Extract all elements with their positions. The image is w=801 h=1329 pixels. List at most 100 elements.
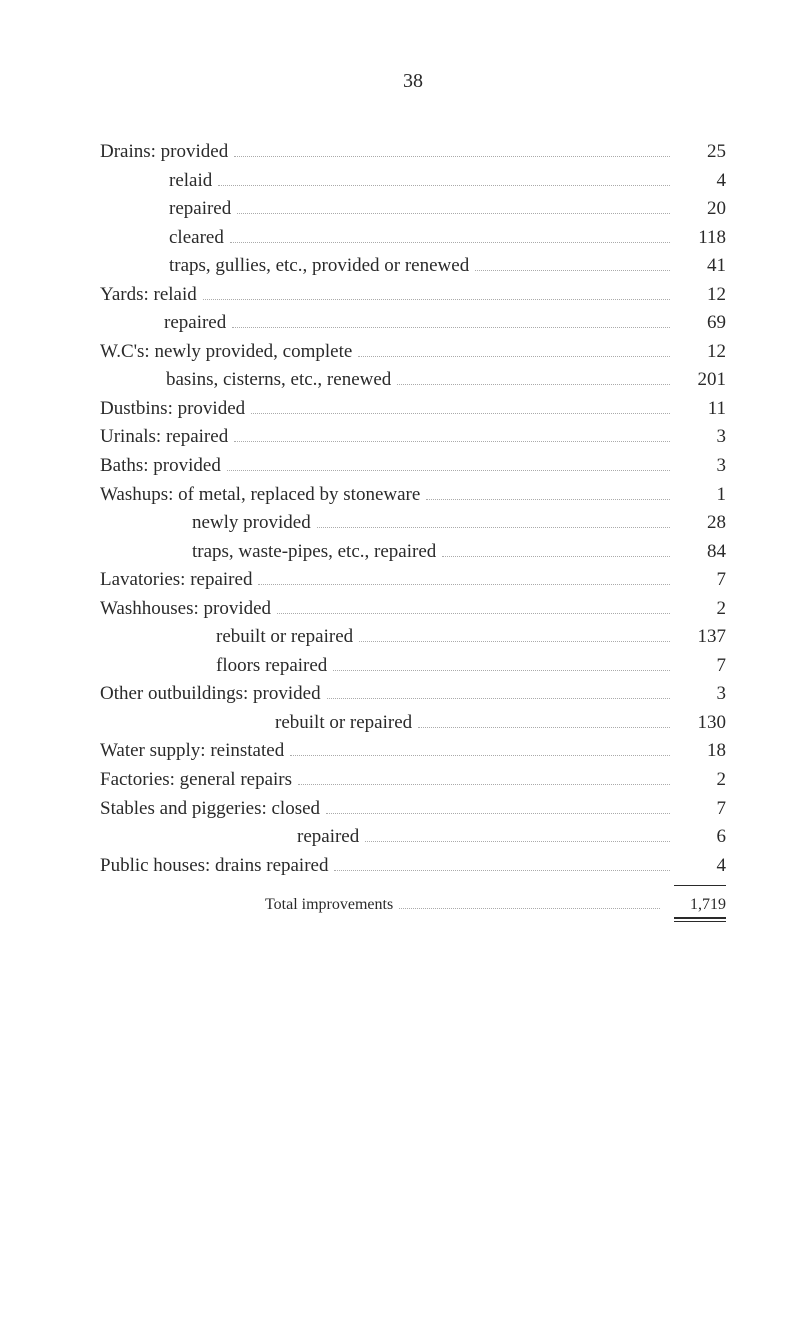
entry-row: Dustbins: provided 11 [100,395,726,423]
entry-row: repaired 6 [100,823,726,851]
entry-label: Water supply: reinstated [100,737,284,765]
entry-value: 84 [676,538,726,566]
entry-value: 3 [676,423,726,451]
leader-dots [258,583,670,585]
entry-row: Lavatories: repaired 7 [100,566,726,594]
entry-value: 3 [676,680,726,708]
leader-dots [234,155,670,157]
entry-label: traps, gullies, etc., provided or renewe… [100,252,469,280]
entry-label: traps, waste-pipes, etc., repaired [100,538,436,566]
leader-dots [397,383,670,385]
entry-row: repaired69 [100,309,726,337]
entry-value: 11 [676,395,726,423]
entry-value: 12 [676,338,726,366]
leader-dots [290,754,670,756]
page-number: 38 [100,70,726,93]
leader-dots [277,612,670,614]
entry-label: basins, cisterns, etc., renewed [100,366,391,394]
entry-row: Factories: general repairs 2 [100,766,726,794]
entry-label: newly provided [100,509,311,537]
entry-label: Urinals: repaired [100,423,228,451]
entry-value: 2 [676,766,726,794]
leader-dots [358,355,670,357]
entry-label: Lavatories: repaired [100,566,252,594]
entry-row: rebuilt or repaired 130 [100,709,726,737]
entry-row: traps, waste-pipes, etc., repaired 84 [100,538,726,566]
entry-value: 69 [676,309,726,337]
entry-row: relaid4 [100,167,726,195]
entry-value: 6 [676,823,726,851]
leader-dots [218,184,670,186]
entry-row: Drains: provided 25 [100,138,726,166]
leader-dots [326,812,670,814]
leader-dots [203,298,670,300]
entry-row: Other outbuildings: provided 3 [100,680,726,708]
entry-value: 28 [676,509,726,537]
entry-row: basins, cisterns, etc., renewed 201 [100,366,726,394]
entry-value: 7 [676,795,726,823]
leader-dots [230,241,670,243]
leader-dots [317,526,670,528]
entry-label: rebuilt or repaired [100,709,412,737]
leader-dots [399,907,660,909]
entry-row: cleared 118 [100,224,726,252]
leader-dots [298,783,670,785]
leader-dots [251,412,670,414]
entry-value: 41 [676,252,726,280]
entry-label: repaired [100,823,359,851]
entry-row: Urinals: repaired 3 [100,423,726,451]
content-list: Drains: provided 25relaid4repaired20clear… [100,138,726,879]
leader-dots [333,669,670,671]
entry-label: Yards: relaid [100,281,197,309]
entry-row: Water supply: reinstated 18 [100,737,726,765]
entry-row: Stables and piggeries: closed 7 [100,795,726,823]
entry-label: relaid [100,167,212,195]
entry-row: W.C's: newly provided, complete 12 [100,338,726,366]
total-label: Total improvements [100,896,393,914]
leader-dots [359,640,670,642]
entry-value: 201 [676,366,726,394]
leader-dots [227,469,670,471]
entry-value: 118 [676,224,726,252]
entry-label: Washhouses: provided [100,595,271,623]
entry-value: 18 [676,737,726,765]
entry-row: Yards: relaid 12 [100,281,726,309]
entry-row: Public houses: drains repaired4 [100,852,726,880]
leader-dots [418,726,670,728]
entry-row: newly provided 28 [100,509,726,537]
entry-value: 130 [676,709,726,737]
total-rule-below [674,917,726,923]
entry-label: Dustbins: provided [100,395,245,423]
entry-row: repaired20 [100,195,726,223]
entry-label: Drains: provided [100,138,228,166]
entry-value: 137 [676,623,726,651]
leader-dots [365,840,670,842]
entry-label: Baths: provided [100,452,221,480]
entry-label: cleared [100,224,224,252]
entry-label: Other outbuildings: provided [100,680,321,708]
leader-dots [327,697,670,699]
entry-label: rebuilt or repaired [100,623,353,651]
total-rule-above [674,885,726,886]
entry-row: Washhouses: provided2 [100,595,726,623]
total-value: 1,719 [666,896,726,914]
entry-label: Washups: of metal, replaced by stoneware [100,481,420,509]
entry-value: 7 [676,566,726,594]
entry-value: 1 [676,481,726,509]
entry-label: Public houses: drains repaired [100,852,328,880]
entry-row: rebuilt or repaired 137 [100,623,726,651]
entry-label: Factories: general repairs [100,766,292,794]
entry-row: Baths: provided 3 [100,452,726,480]
total-row: Total improvements 1,719 [100,896,726,914]
entry-label: Stables and piggeries: closed [100,795,320,823]
entry-row: Washups: of metal, replaced by stoneware… [100,481,726,509]
leader-dots [475,269,670,271]
entry-value: 25 [676,138,726,166]
entry-value: 12 [676,281,726,309]
entry-value: 3 [676,452,726,480]
leader-dots [442,555,670,557]
entry-label: repaired [100,195,231,223]
leader-dots [234,440,670,442]
entry-label: W.C's: newly provided, complete [100,338,352,366]
leader-dots [232,326,670,328]
